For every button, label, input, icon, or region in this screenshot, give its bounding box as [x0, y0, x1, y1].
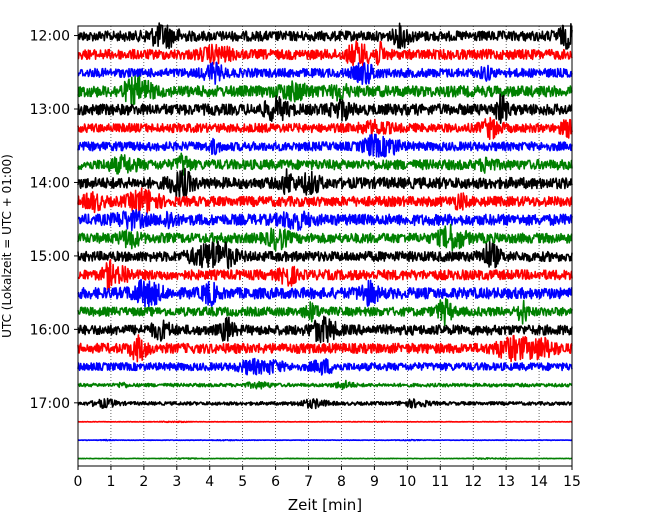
trace-1315 [77, 116, 573, 140]
y-axis-label: UTC (Lokalzeit = UTC + 01:00) [0, 154, 14, 338]
trace-1415 [77, 187, 573, 214]
x-tick-label: 4 [205, 474, 214, 490]
trace-1230 [77, 61, 573, 85]
trace-1330 [77, 133, 573, 158]
trace-1530 [77, 278, 573, 309]
x-tick-label: 6 [271, 474, 280, 490]
y-tick-label: 14:00 [30, 175, 70, 191]
x-tick-label: 11 [431, 474, 449, 490]
trace-1215 [77, 40, 573, 68]
x-tick-label: 13 [497, 474, 515, 490]
trace-1245 [77, 75, 573, 106]
trace-1700 [77, 397, 573, 410]
y-tick-label: 17:00 [30, 396, 70, 412]
vertical-grid [110, 26, 540, 466]
y-tick-label: 15:00 [30, 249, 70, 265]
x-tick-label: 10 [398, 474, 416, 490]
x-tick-label: 5 [238, 474, 247, 490]
y-tick-label: 12:00 [30, 29, 70, 45]
trace-1745 [77, 457, 573, 460]
trace-1545 [77, 297, 573, 327]
trace-1345 [77, 152, 573, 176]
trace-series-group [77, 22, 573, 460]
x-tick-label: 9 [370, 474, 379, 490]
trace-1430 [77, 208, 573, 232]
trace-1400 [77, 167, 573, 201]
trace-1645 [77, 379, 573, 391]
x-axis-label: Zeit [min] [288, 496, 362, 514]
trace-1600 [77, 315, 573, 344]
trace-1615 [77, 334, 573, 363]
x-tick-label: 14 [530, 474, 548, 490]
x-tick-label: 3 [172, 474, 181, 490]
x-axis-ticks: 0 1 2 3 4 5 6 7 8 9 10 11 12 13 14 15 [74, 466, 581, 490]
x-tick-label: 2 [139, 474, 148, 490]
x-tick-label: 1 [106, 474, 115, 490]
trace-1515 [77, 259, 573, 291]
trace-1715 [77, 420, 573, 424]
trace-1730 [77, 438, 573, 442]
trace-1445 [77, 223, 573, 252]
trace-1500 [77, 240, 573, 270]
trace-1200 [77, 22, 573, 50]
x-tick-label: 15 [563, 474, 581, 490]
x-tick-label: 8 [337, 474, 346, 490]
x-tick-label: 0 [74, 474, 83, 490]
trace-1630 [77, 357, 573, 376]
x-tick-label: 7 [304, 474, 313, 490]
plot-frame [77, 25, 573, 467]
y-tick-label: 16:00 [30, 322, 70, 338]
y-axis-ticks: 12:00 13:00 14:00 15:00 16:00 17:00 [30, 29, 78, 412]
trace-1300 [77, 93, 573, 124]
x-tick-label: 12 [464, 474, 482, 490]
y-tick-label: 13:00 [30, 102, 70, 118]
